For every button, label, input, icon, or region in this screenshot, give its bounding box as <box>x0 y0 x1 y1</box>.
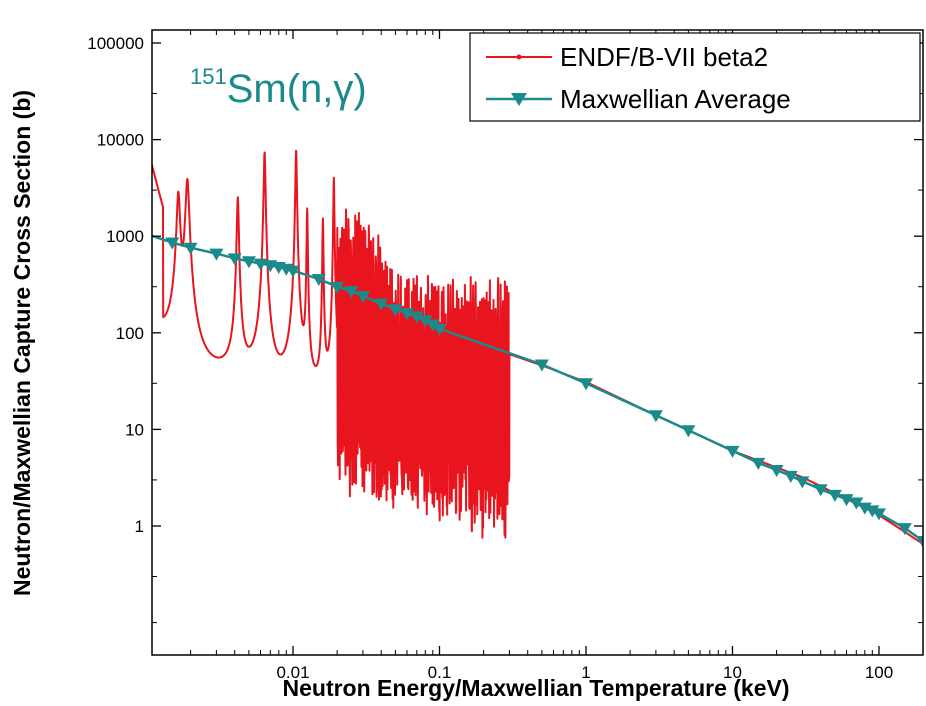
legend-label-endf: ENDF/B-VII beta2 <box>560 42 768 72</box>
legend-marker-endf <box>516 54 522 60</box>
y-tick-label: 1 <box>135 517 144 536</box>
maxwellian-point <box>897 523 912 536</box>
maxwellian-point <box>795 476 810 489</box>
maxwellian-point <box>813 484 828 497</box>
legend: ENDF/B-VII beta2 Maxwellian Average <box>469 32 921 122</box>
maxwellian-point <box>579 378 593 391</box>
maxwellian-point <box>872 508 886 521</box>
legend-marker-maxwellian <box>511 93 527 106</box>
maxwellian-point <box>409 311 424 324</box>
y-tick-label: 100000 <box>87 34 144 53</box>
maxwellian-point <box>355 291 370 304</box>
maxwellian-point <box>399 308 414 321</box>
legend-box <box>469 32 921 122</box>
maxwellian-point <box>330 281 345 294</box>
maxwellian-point <box>425 319 440 332</box>
annotation-reaction: (n,γ) <box>287 67 367 111</box>
maxwellian-point <box>253 258 268 271</box>
x-tick-label: 0.01 <box>276 663 309 682</box>
x-tick-label: 1 <box>581 663 590 682</box>
annotation-mass: 151 <box>190 64 227 89</box>
y-tick-label: 10000 <box>97 131 144 150</box>
maxwellian-point <box>388 304 403 317</box>
maxwellian-point <box>648 410 663 423</box>
series-line-endf <box>152 149 923 545</box>
ticks-layer: 0.01 0.1 1 10 100 1 10 100 1000 10000 100000 <box>87 30 923 682</box>
maxwellian-point <box>769 464 784 477</box>
maxwellian-point <box>286 265 300 278</box>
maxwellian-point <box>311 274 326 287</box>
maxwellian-point <box>432 323 447 336</box>
maxwellian-point <box>534 359 549 372</box>
maxwellian-point <box>418 315 433 328</box>
maxwellian-point <box>916 535 923 548</box>
maxwellian-point <box>849 497 864 510</box>
annotation-element: Sm <box>227 67 287 111</box>
maxwellian-point <box>183 242 198 255</box>
series-layer <box>152 149 923 548</box>
maxwellian-point <box>209 248 224 261</box>
y-tick-label: 1000 <box>106 227 144 246</box>
maxwellian-point <box>681 425 696 438</box>
maxwellian-point <box>344 286 359 299</box>
y-axis-title: Neutron/Maxwellian Capture Cross Section… <box>9 90 35 596</box>
plot-frame <box>151 29 924 656</box>
maxwellian-point <box>839 494 854 507</box>
y-tick-label: 10 <box>125 420 144 439</box>
maxwellian-point <box>165 237 180 250</box>
x-tick-label: 100 <box>865 663 893 682</box>
maxwellian-point <box>227 253 242 266</box>
legend-label-maxwellian: Maxwellian Average <box>560 84 791 114</box>
maxwellian-point <box>725 445 740 458</box>
plot-area <box>152 149 923 548</box>
x-tick-label: 10 <box>723 663 742 682</box>
x-axis-title: Neutron Energy/Maxwellian Temperature (k… <box>283 675 790 701</box>
maxwellian-point <box>827 489 842 502</box>
maxwellian-point <box>783 470 798 483</box>
x-tick-label: 0.1 <box>428 663 452 682</box>
reaction-annotation: 151Sm(n,γ) <box>190 64 367 111</box>
maxwellian-point <box>374 298 389 311</box>
y-tick-label: 100 <box>116 324 144 343</box>
maxwellian-point <box>751 457 766 470</box>
maxwellian-point <box>241 256 256 269</box>
